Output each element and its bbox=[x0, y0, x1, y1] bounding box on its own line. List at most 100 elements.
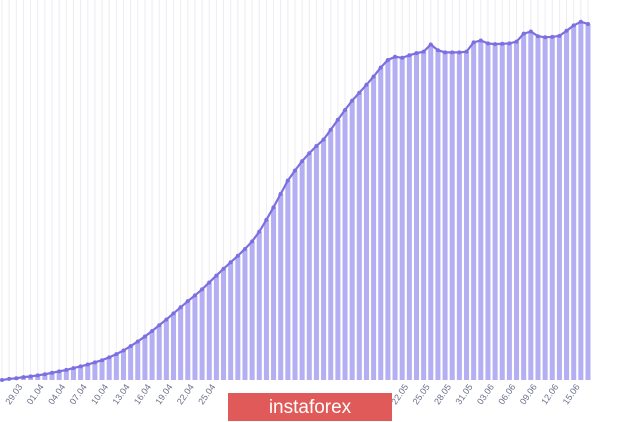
bar bbox=[385, 59, 391, 381]
point bbox=[7, 376, 12, 381]
x-tick-label: 10.04 bbox=[89, 382, 110, 406]
point bbox=[128, 344, 133, 349]
point bbox=[364, 82, 369, 87]
bar bbox=[442, 52, 448, 381]
point bbox=[300, 159, 305, 164]
bar bbox=[85, 364, 91, 380]
point bbox=[185, 299, 190, 304]
point bbox=[250, 239, 255, 244]
bar bbox=[435, 50, 441, 381]
point bbox=[71, 366, 76, 371]
bar bbox=[271, 207, 277, 380]
point bbox=[121, 348, 126, 353]
bar bbox=[578, 21, 584, 381]
bar bbox=[192, 295, 198, 380]
bar bbox=[363, 84, 369, 381]
point bbox=[235, 253, 240, 258]
point bbox=[221, 266, 226, 271]
x-tick-label: 12.06 bbox=[539, 382, 560, 406]
bar bbox=[514, 41, 520, 380]
point bbox=[400, 55, 405, 60]
point bbox=[78, 364, 83, 369]
x-tick-label: 07.04 bbox=[68, 382, 89, 406]
bar bbox=[78, 366, 84, 380]
bar bbox=[421, 51, 427, 381]
point bbox=[535, 34, 540, 39]
point bbox=[214, 273, 219, 278]
point bbox=[135, 339, 140, 344]
bar bbox=[549, 36, 555, 381]
point bbox=[343, 108, 348, 112]
x-tick-label: 13.04 bbox=[110, 382, 131, 406]
x-tick-label: 28.05 bbox=[432, 382, 453, 406]
point bbox=[514, 39, 519, 44]
bar bbox=[378, 67, 384, 381]
point bbox=[464, 49, 469, 54]
x-tick-label: 09.06 bbox=[518, 382, 539, 406]
bar bbox=[99, 360, 105, 380]
x-tick-label: 31.05 bbox=[453, 382, 474, 406]
bar bbox=[63, 369, 69, 380]
bar bbox=[49, 372, 55, 380]
bar bbox=[70, 368, 76, 380]
bar bbox=[35, 375, 41, 380]
bar bbox=[242, 248, 248, 380]
bar bbox=[342, 110, 348, 380]
bar bbox=[464, 51, 470, 381]
point bbox=[28, 374, 33, 379]
bar bbox=[349, 100, 355, 380]
bar bbox=[335, 119, 341, 380]
bar bbox=[499, 43, 505, 380]
x-tick-label: 19.04 bbox=[153, 382, 174, 406]
bar bbox=[428, 44, 434, 380]
point bbox=[0, 378, 4, 382]
point bbox=[107, 355, 112, 360]
x-tick-label: 29.03 bbox=[3, 382, 24, 406]
bar bbox=[556, 35, 562, 381]
point bbox=[485, 41, 490, 46]
x-tick-label: 22.04 bbox=[175, 382, 196, 406]
bar bbox=[564, 30, 570, 381]
watermark-box bbox=[228, 393, 392, 421]
bar bbox=[478, 40, 484, 381]
point bbox=[171, 311, 176, 316]
point bbox=[257, 229, 262, 234]
point bbox=[528, 29, 533, 34]
point bbox=[285, 178, 290, 183]
bar bbox=[106, 357, 112, 380]
point bbox=[264, 217, 269, 222]
point bbox=[507, 41, 512, 46]
bar bbox=[321, 139, 327, 380]
bar bbox=[292, 170, 298, 380]
point bbox=[443, 50, 448, 55]
point bbox=[157, 323, 162, 328]
point bbox=[471, 40, 476, 45]
point bbox=[450, 50, 455, 55]
point bbox=[478, 38, 483, 43]
point bbox=[85, 362, 90, 367]
point bbox=[543, 35, 548, 40]
bar bbox=[163, 319, 169, 380]
point bbox=[278, 191, 283, 196]
bar bbox=[306, 153, 312, 380]
bar bbox=[142, 336, 148, 380]
point bbox=[35, 373, 40, 378]
bar bbox=[278, 193, 284, 380]
bar bbox=[392, 56, 398, 380]
point bbox=[314, 144, 319, 148]
bar bbox=[485, 43, 491, 381]
bar bbox=[406, 55, 412, 380]
point bbox=[350, 98, 355, 103]
point bbox=[564, 28, 569, 33]
point bbox=[328, 127, 333, 132]
point bbox=[335, 117, 340, 122]
bar bbox=[449, 52, 455, 381]
point bbox=[271, 205, 276, 210]
x-tick-label: 06.06 bbox=[496, 382, 517, 406]
point bbox=[357, 90, 362, 95]
bar bbox=[128, 346, 134, 380]
point bbox=[435, 48, 440, 53]
bar bbox=[456, 52, 462, 381]
bar bbox=[285, 180, 291, 380]
bar bbox=[299, 161, 305, 380]
